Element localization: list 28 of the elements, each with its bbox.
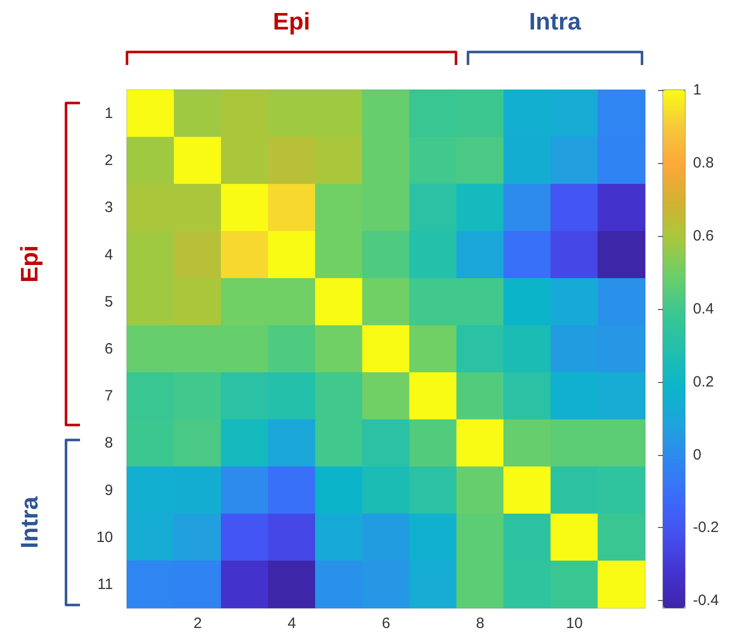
y-tick-label: 5 [104, 293, 113, 310]
x-tick-label: 4 [288, 615, 296, 632]
y-tick-label: 6 [104, 340, 113, 358]
x-tick-label: 6 [382, 615, 390, 632]
text: Epi [16, 245, 44, 283]
y-tick-label: 11 [97, 576, 113, 593]
color-bar-label: -0.4 [693, 592, 719, 610]
y-tick-label: 7 [104, 388, 113, 405]
color-bar-label: 0.2 [693, 373, 714, 390]
text: Intra [528, 8, 582, 36]
y-tick-label: 8 [104, 434, 113, 452]
color-bar-label: 0.4 [693, 300, 714, 318]
color-bar-label: -0.2 [693, 519, 719, 536]
y-tick-label: 9 [104, 482, 113, 499]
y-tick-label: 10 [96, 528, 113, 546]
y-tick-label: 1 [104, 105, 113, 122]
y-tick-label: 4 [104, 246, 113, 264]
x-tick-label: 2 [193, 615, 202, 632]
x-tick-label: 8 [476, 615, 484, 632]
color-bar-label: 0.8 [693, 154, 714, 172]
text: Epi [272, 8, 310, 36]
x-tick-label: 10 [566, 615, 583, 632]
y-tick-label: 2 [104, 152, 113, 170]
color-bar-label: 1 [693, 82, 702, 98]
color-bar-label: 0 [693, 446, 702, 464]
color-bar-label: 0.6 [693, 227, 714, 244]
text: Intra [16, 496, 44, 549]
y-tick-label: 3 [104, 199, 113, 216]
